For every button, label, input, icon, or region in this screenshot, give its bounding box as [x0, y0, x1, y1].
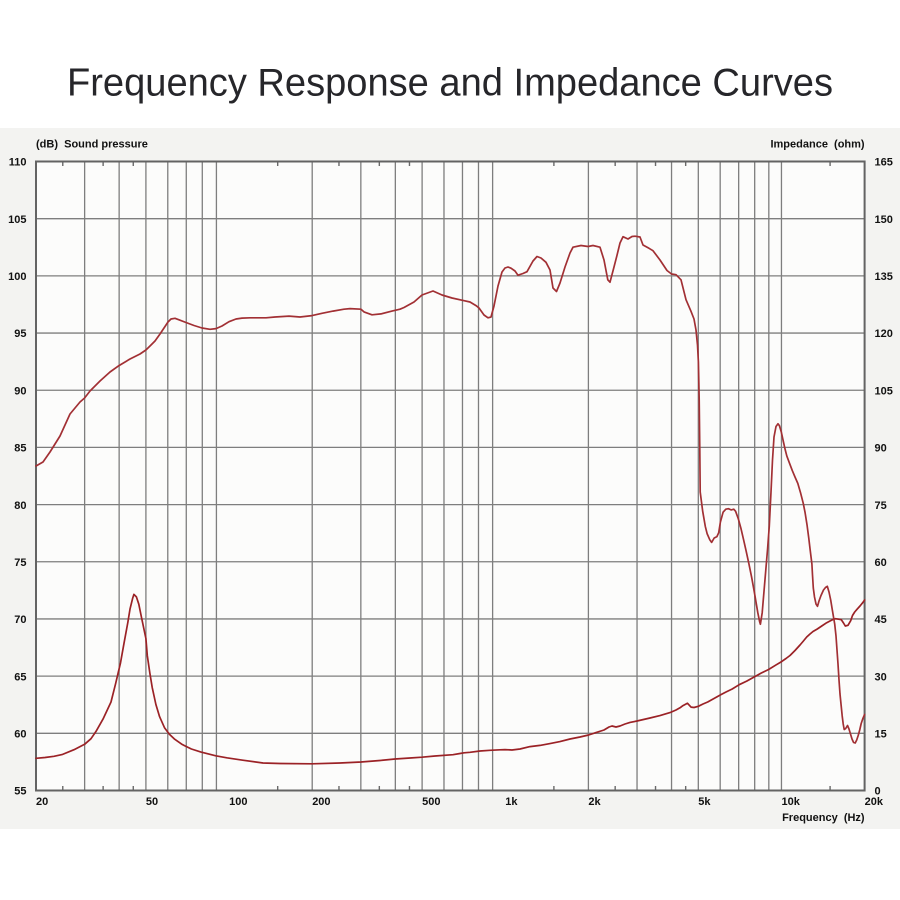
svg-text:Frequency Response and Impedan: Frequency Response and Impedance Curves — [67, 62, 833, 105]
svg-text:65: 65 — [14, 671, 26, 683]
svg-text:(dB) Sound pressure: (dB) Sound pressure — [36, 139, 148, 151]
svg-text:75: 75 — [875, 500, 887, 512]
svg-text:15: 15 — [875, 729, 887, 741]
svg-text:100: 100 — [229, 796, 247, 808]
svg-text:135: 135 — [875, 271, 893, 283]
svg-text:165: 165 — [875, 157, 893, 169]
svg-text:45: 45 — [875, 614, 887, 626]
svg-text:50: 50 — [146, 796, 158, 808]
svg-text:55: 55 — [14, 786, 26, 798]
svg-text:500: 500 — [422, 796, 440, 808]
svg-text:1k: 1k — [505, 796, 518, 808]
svg-text:60: 60 — [14, 729, 26, 741]
svg-text:20k: 20k — [865, 796, 884, 808]
svg-text:0: 0 — [875, 786, 881, 798]
svg-text:30: 30 — [875, 671, 887, 683]
svg-text:110: 110 — [9, 157, 27, 169]
svg-text:85: 85 — [14, 443, 26, 455]
svg-text:90: 90 — [14, 385, 26, 397]
svg-text:60: 60 — [875, 557, 887, 569]
svg-text:5k: 5k — [698, 796, 711, 808]
svg-text:150: 150 — [875, 214, 893, 226]
svg-text:75: 75 — [14, 557, 26, 569]
svg-text:Frequency (Hz): Frequency (Hz) — [782, 812, 865, 824]
svg-text:200: 200 — [312, 796, 330, 808]
svg-text:90: 90 — [875, 443, 887, 455]
svg-text:100: 100 — [8, 271, 26, 283]
svg-text:2k: 2k — [588, 796, 601, 808]
svg-text:120: 120 — [875, 328, 893, 340]
svg-text:10k: 10k — [782, 796, 801, 808]
svg-text:Impedance (ohm): Impedance (ohm) — [770, 139, 864, 151]
svg-text:70: 70 — [14, 614, 26, 626]
svg-text:80: 80 — [14, 500, 26, 512]
svg-text:105: 105 — [8, 214, 26, 226]
svg-text:105: 105 — [875, 385, 893, 397]
svg-text:95: 95 — [14, 328, 26, 340]
svg-text:20: 20 — [36, 796, 48, 808]
